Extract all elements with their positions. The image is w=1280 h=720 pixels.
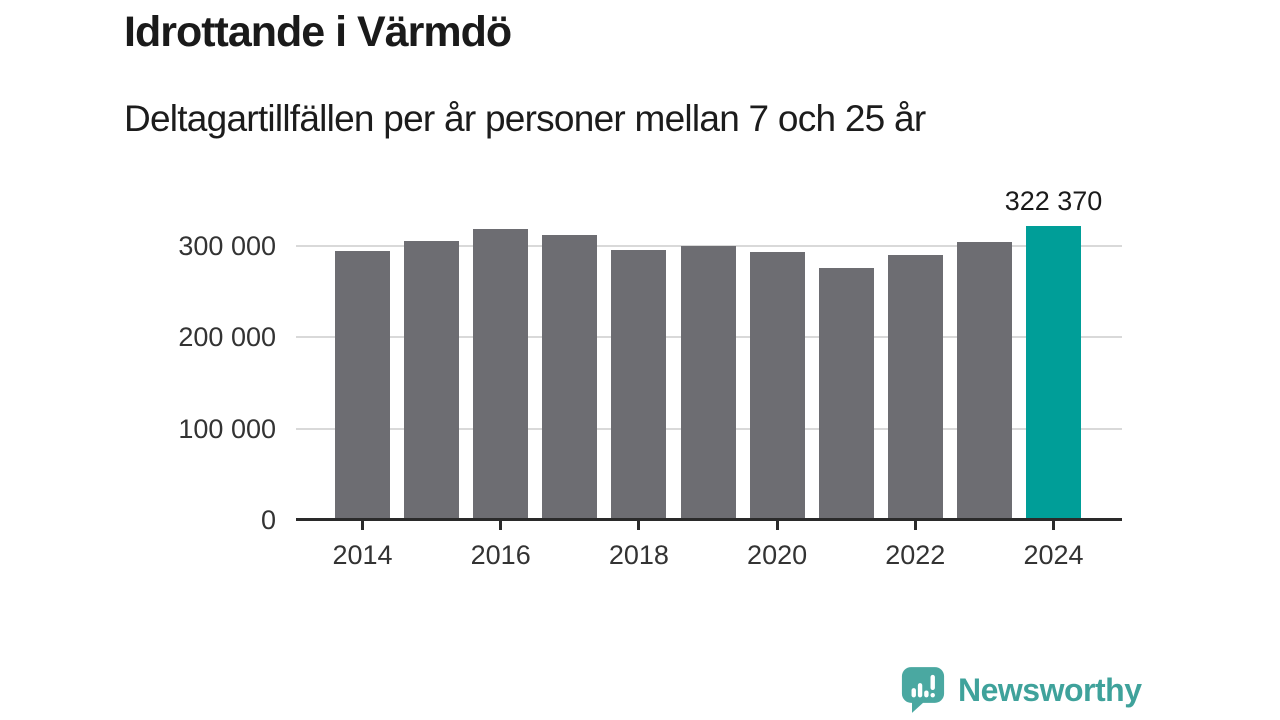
newsworthy-logo: Newsworthy [901,666,1142,714]
bar-2018 [611,250,667,520]
bar-chart-exclamation-speech-bubble-icon [901,667,945,713]
bar-2014 [335,251,390,520]
y-axis-label: 300 000 [178,231,276,261]
x-axis-label: 2014 [332,540,393,570]
bar-2020 [749,252,805,520]
x-axis-label: 2016 [470,540,531,570]
bar-2023 [956,241,1012,520]
x-axis-tick-2022 [913,521,917,530]
x-axis-label: 2018 [608,540,669,570]
chart-subtitle: Deltagartillfällen per år personer mella… [124,98,926,139]
x-axis-tick-2018 [637,521,641,530]
x-axis-line [296,518,1122,521]
x-axis-label: 2020 [747,540,808,570]
x-axis-tick-2024 [1052,521,1055,530]
y-axis-label: 0 [260,505,276,535]
chart-title: Idrottande i Värmdö [124,8,512,56]
y-axis-label: 100 000 [178,413,276,444]
x-axis-tick-2020 [775,521,779,530]
x-axis-tick-2016 [499,521,503,530]
bar-2019 [680,246,736,520]
x-axis-tick-2014 [361,521,364,530]
bar-2022 [887,254,943,520]
brand-wordmark: Newsworthy [958,671,1142,708]
bar-2024 [1026,225,1081,520]
bar-2017 [542,235,598,520]
bar-2016 [473,228,529,520]
x-axis-label: 2024 [1023,540,1084,570]
bar-2021 [818,268,874,520]
gridline-300000 [296,245,1122,247]
bar-2015 [404,241,460,520]
value-annotation: 322 370 [1004,185,1103,216]
y-axis-label: 200 000 [178,322,276,353]
x-axis-label: 2022 [885,540,946,570]
